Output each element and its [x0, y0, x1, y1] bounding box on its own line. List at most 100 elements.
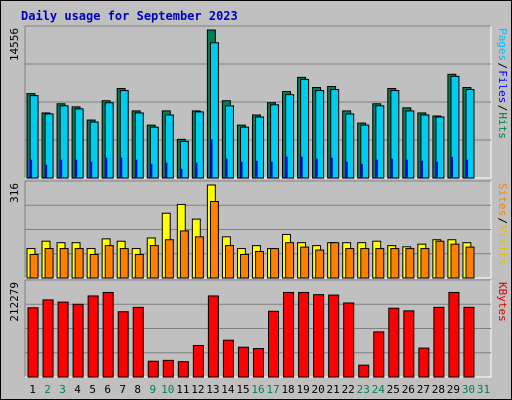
legend-hits: Hits [496, 112, 509, 138]
bar-hits-files-pages-day-4 [75, 159, 78, 178]
bar-hits-files-pages-day-18 [285, 156, 288, 178]
bar-hits-files-pages-day-6 [105, 157, 108, 178]
bar-hits-files-pages-day-3 [60, 159, 63, 178]
x-tick-label-day-21: 21 [327, 383, 340, 396]
bar-hits-files-files-day-8 [134, 112, 144, 179]
bar-hits-files-pages-day-30 [466, 159, 469, 178]
x-tick-label-day-19: 19 [296, 383, 309, 396]
x-tick-label-day-25: 25 [387, 383, 400, 396]
bar-hits-files-files-day-30 [465, 89, 475, 179]
bar-hits-files-pages-day-26 [405, 159, 408, 178]
bar-visits-sites-sites-day-18 [285, 242, 295, 279]
bar-hits-files-pages-day-27 [420, 160, 423, 178]
legend-pages: Pages [496, 28, 509, 61]
bar-visits-sites-sites-day-3 [59, 248, 69, 279]
bar-hits-files-files-day-15 [240, 126, 249, 179]
x-tick-label-day-9: 9 [149, 383, 156, 396]
bar-hits-files-pages-day-2 [45, 164, 48, 178]
x-tick-label-day-12: 12 [191, 383, 204, 396]
bar-hits-files-pages-day-20 [315, 158, 318, 178]
x-tick-label-day-7: 7 [119, 383, 126, 396]
x-tick-label-day-24: 24 [372, 383, 386, 396]
bar-kbytes-kbytes-day-12 [192, 344, 204, 378]
bar-kbytes-kbytes-day-20 [313, 294, 325, 378]
x-tick-label-day-31: 31 [477, 383, 490, 396]
bar-visits-sites-sites-day-30 [465, 246, 475, 279]
bar-hits-files-pages-day-11 [180, 168, 183, 178]
bar-hits-files-files-day-19 [300, 78, 310, 179]
bar-hits-files-pages-day-9 [150, 163, 153, 178]
chart-title: Daily usage for September 2023 [21, 9, 238, 23]
x-tick-label-day-6: 6 [104, 383, 111, 396]
bar-kbytes-kbytes-day-15 [237, 346, 249, 378]
bar-hits-files-pages-day-5 [90, 161, 93, 178]
bar-kbytes-kbytes-day-24 [373, 331, 385, 378]
bar-visits-sites-sites-day-14 [225, 245, 234, 279]
bar-hits-files-files-day-17 [270, 104, 280, 179]
bar-hits-files-pages-day-1 [30, 159, 33, 178]
x-tick-label-day-11: 11 [176, 383, 189, 396]
bar-kbytes-kbytes-day-11 [177, 361, 189, 378]
bar-hits-files-pages-day-7 [120, 157, 123, 178]
bar-kbytes-kbytes-day-9 [147, 360, 159, 378]
legend-separator: / [496, 218, 509, 225]
bar-kbytes-kbytes-day-1 [27, 307, 39, 378]
x-tick-label-day-1: 1 [29, 383, 36, 396]
legend-files: Files [496, 70, 509, 103]
bar-kbytes-kbytes-day-7 [117, 311, 129, 378]
bar-kbytes-kbytes-day-13 [207, 295, 219, 378]
bar-visits-sites-sites-day-4 [74, 248, 84, 279]
bar-kbytes-kbytes-day-23 [358, 364, 370, 378]
bar-hits-files-pages-day-12 [195, 162, 198, 178]
bar-hits-files-files-day-14 [225, 105, 234, 179]
bar-visits-sites-sites-day-20 [315, 249, 325, 279]
x-tick-label-day-15: 15 [236, 383, 249, 396]
bar-kbytes-kbytes-day-25 [388, 307, 400, 378]
legend-separator: / [496, 105, 509, 112]
bar-visits-sites-sites-day-19 [300, 246, 310, 279]
bar-hits-files-files-day-23 [360, 124, 370, 179]
bar-hits-files-files-day-26 [405, 110, 415, 179]
bar-kbytes-kbytes-day-3 [57, 301, 69, 378]
bar-kbytes-kbytes-day-26 [403, 310, 415, 378]
x-tick-label-day-29: 29 [447, 383, 460, 396]
bar-kbytes-kbytes-day-18 [283, 291, 295, 378]
bar-visits-sites-sites-day-13 [209, 200, 219, 279]
x-tick-label-day-23: 23 [357, 383, 370, 396]
bar-hits-files-pages-day-14 [225, 158, 228, 178]
bar-kbytes-kbytes-day-21 [328, 294, 340, 378]
x-tick-label-day-28: 28 [432, 383, 445, 396]
bar-hits-files-pages-day-21 [330, 157, 333, 178]
bar-kbytes-kbytes-day-8 [132, 306, 144, 378]
x-tick-label-day-8: 8 [134, 383, 141, 396]
bar-kbytes-kbytes-day-2 [42, 299, 54, 378]
bar-visits-sites-sites-day-5 [89, 253, 99, 279]
bar-kbytes-kbytes-day-4 [72, 303, 84, 378]
bar-hits-files-files-day-2 [44, 113, 54, 179]
bar-hits-files-files-day-16 [255, 116, 265, 179]
bar-hits-files-files-day-28 [435, 116, 445, 179]
bar-visits-sites-sites-day-16 [255, 251, 265, 279]
x-tick-label-day-10: 10 [161, 383, 174, 396]
bar-hits-files-files-day-12 [194, 111, 204, 179]
bar-hits-files-files-day-21 [330, 89, 340, 179]
bar-visits-sites-sites-day-1 [29, 253, 39, 279]
bar-hits-files-files-day-3 [59, 105, 69, 179]
bar-kbytes-kbytes-day-28 [433, 306, 445, 378]
x-tick-label-day-4: 4 [74, 383, 81, 396]
x-tick-label-day-17: 17 [266, 383, 279, 396]
bar-kbytes-kbytes-day-17 [268, 310, 280, 378]
bar-visits-sites-sites-day-9 [149, 245, 159, 279]
bar-visits-sites-sites-day-12 [194, 236, 204, 279]
bar-hits-files-pages-day-23 [360, 163, 363, 178]
legend-kbytes: KBytes [496, 282, 509, 322]
bar-kbytes-kbytes-day-27 [418, 347, 430, 378]
x-tick-label-day-20: 20 [312, 383, 325, 396]
bar-hits-files-files-day-25 [390, 90, 400, 179]
panel-kbytes-ymax-label: 212279 [8, 282, 21, 322]
bar-kbytes-kbytes-day-30 [463, 306, 475, 378]
bar-hits-files-files-day-6 [104, 102, 114, 179]
bar-hits-files-pages-day-15 [240, 161, 243, 178]
bar-hits-files-pages-day-22 [345, 161, 348, 178]
